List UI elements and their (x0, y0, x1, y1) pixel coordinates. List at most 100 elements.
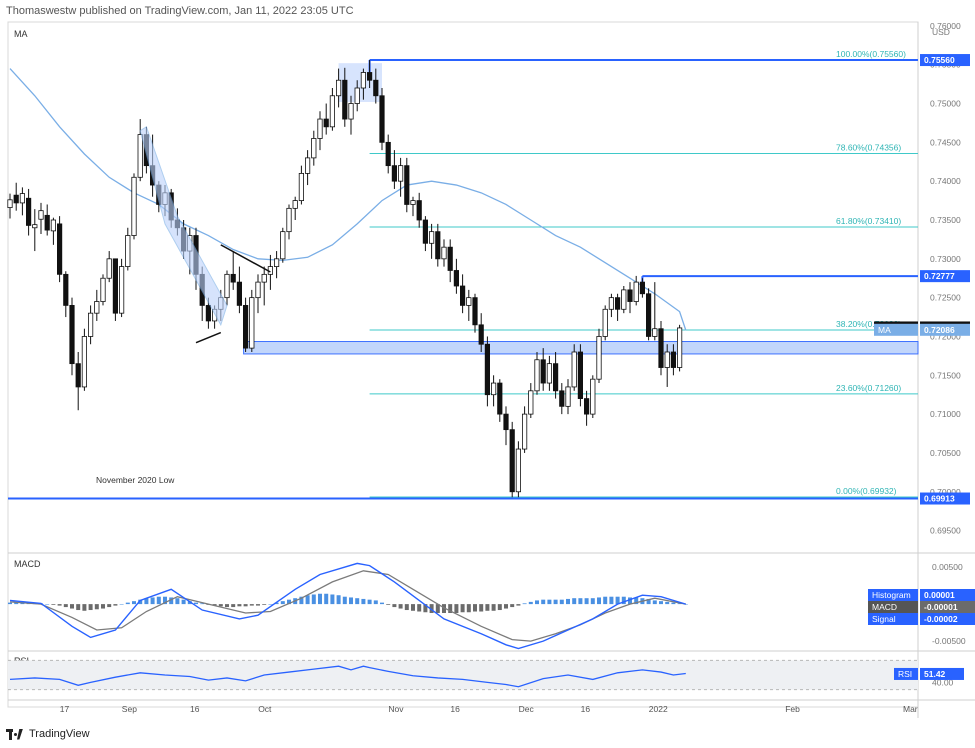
macd-histogram-bar (584, 598, 589, 605)
candle-body (348, 103, 354, 120)
macd-histogram-bar (442, 604, 446, 613)
candle-body (255, 281, 261, 299)
macd-histogram-bar (150, 597, 155, 605)
candle-body (571, 351, 577, 388)
candle-body (112, 258, 118, 314)
candle-body (280, 231, 286, 260)
macd-readout-name: MACD (872, 602, 897, 612)
price-axis-tick: 0.72500 (930, 293, 961, 303)
symbol-tag-name: MA (878, 325, 891, 335)
rsi-readout-value-box (920, 667, 964, 680)
macd-histogram-bar (621, 596, 626, 605)
candle-body (428, 231, 435, 244)
candle-body (242, 305, 249, 349)
wedge-shape (139, 126, 228, 327)
candle-body (584, 398, 590, 415)
time-axis-tick: Dec (519, 704, 535, 714)
macd-histogram-bar (70, 604, 74, 609)
macd-histogram-bar (448, 604, 453, 613)
macd-axis-tick: 0.00500 (932, 562, 963, 572)
candle-body (633, 281, 639, 302)
candle-body (317, 118, 323, 139)
macd-histogram-bar (113, 604, 118, 606)
candle-body (658, 328, 664, 368)
candle-body (354, 87, 360, 104)
candle-body (50, 219, 57, 232)
symbol-tag-box (920, 323, 970, 336)
macd-histogram-bar (572, 598, 577, 605)
macd-histogram-bar (547, 599, 552, 605)
candle-body (540, 359, 546, 384)
candle-body (366, 72, 373, 81)
macd-histogram-bar (683, 604, 688, 605)
candle-body (81, 336, 87, 388)
macd-readout-value: 0.00001 (924, 590, 955, 600)
candle-body (608, 297, 615, 310)
macd-histogram-bar (404, 604, 409, 611)
macd-histogram-bar (504, 604, 508, 609)
candle-body (298, 173, 305, 201)
macd-histogram-bar (479, 604, 484, 612)
ma-legend-label: MA (14, 29, 28, 39)
candle-body (131, 176, 137, 236)
macd-readout-name-box (868, 601, 918, 613)
candle-body (69, 305, 75, 365)
macd-histogram-bar (634, 597, 639, 605)
candle-body (503, 413, 509, 431)
candle-body (590, 378, 596, 415)
macd-histogram-bar (57, 604, 62, 606)
macd-histogram-bar (373, 600, 378, 605)
macd-histogram-bar (411, 604, 415, 611)
macd-line (9, 562, 687, 650)
trendline (195, 331, 222, 344)
candle-body (670, 351, 677, 368)
candle-body (391, 165, 398, 182)
macd-histogram-bar (287, 599, 291, 605)
macd-histogram-bar (330, 594, 335, 605)
fib-level-label: 100.00%(0.75560) (836, 49, 906, 59)
annotation-text: November 2020 Low (96, 475, 175, 485)
macd-histogram-bar (652, 600, 657, 605)
macd-histogram-bar (63, 604, 68, 608)
symbol-tag-value: 0.72086 (924, 325, 955, 335)
macd-histogram-bar (243, 604, 248, 607)
candle-body (75, 363, 81, 388)
candle-body (534, 359, 540, 392)
macd-histogram-bar (566, 598, 570, 605)
macd-histogram-bar (423, 604, 428, 613)
macd-histogram-bar (516, 604, 521, 606)
time-axis-tick: 16 (450, 704, 460, 714)
candle-body (627, 289, 633, 302)
fib-level-label: 38.20%(0.72083) (836, 319, 901, 329)
ma-line (9, 68, 687, 331)
fib-level-label: 61.80%(0.73410) (836, 216, 901, 226)
macd-histogram-bar (101, 604, 105, 609)
macd-histogram-bar (528, 601, 533, 605)
macd-histogram-bar (367, 599, 372, 605)
candle-body (224, 273, 230, 299)
candle-body (559, 390, 565, 407)
macd-histogram-bar (349, 597, 353, 605)
rsi-readout-value: 51.42 (924, 669, 946, 679)
price-axis-tick: 0.74000 (930, 176, 961, 186)
candle-body (335, 79, 342, 97)
candle-body (311, 138, 317, 159)
candle-body (38, 210, 44, 220)
macd-histogram-bar (299, 596, 304, 605)
macd-histogram-bar (361, 598, 366, 605)
time-axis-tick: Sep (122, 704, 137, 714)
macd-histogram-bar (609, 596, 614, 605)
price-axis-tick: 0.73500 (930, 215, 961, 225)
candle-body (497, 382, 503, 415)
macd-histogram-bar (386, 604, 391, 605)
candle-body (292, 200, 298, 209)
tradingview-logo[interactable]: TradingView (6, 728, 90, 740)
macd-readout-value-box (920, 601, 975, 613)
macd-histogram-bar (380, 602, 384, 605)
macd-histogram-bar (597, 597, 601, 605)
candle-body (106, 258, 112, 279)
price-axis-tick: 0.70000 (930, 487, 961, 497)
macd-histogram-bar (454, 604, 459, 613)
